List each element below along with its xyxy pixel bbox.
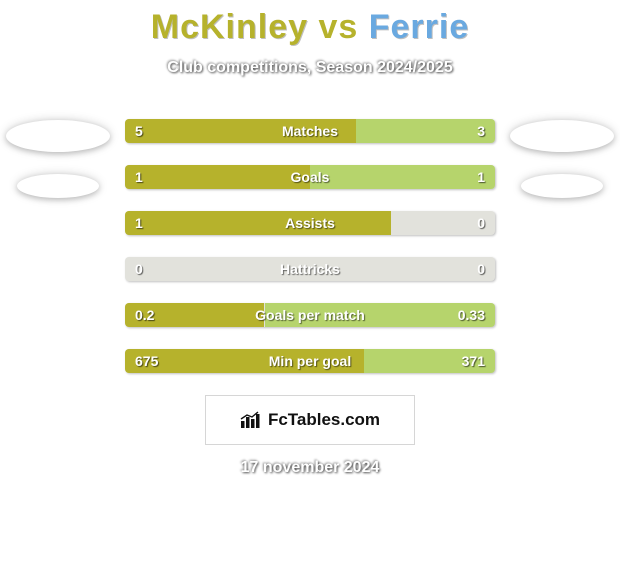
- right-value: 0: [477, 211, 485, 235]
- left-bar: [125, 165, 310, 189]
- player2-nation-badge: [521, 174, 603, 198]
- right-value: 1: [477, 165, 485, 189]
- brand-badge[interactable]: FcTables.com: [205, 395, 415, 445]
- left-value: 5: [135, 119, 143, 143]
- right-value: 3: [477, 119, 485, 143]
- brand-text: FcTables.com: [268, 410, 380, 430]
- left-value: 1: [135, 165, 143, 189]
- right-badge-column: [502, 120, 620, 220]
- subtitle: Club competitions, Season 2024/2025: [0, 59, 620, 77]
- right-value: 371: [462, 349, 485, 373]
- right-value: 0.33: [458, 303, 485, 327]
- player1-club-badge: [6, 120, 110, 152]
- right-value: 0: [477, 257, 485, 281]
- left-bar: [125, 349, 364, 373]
- right-bar: [310, 165, 495, 189]
- player1-name: McKinley: [151, 8, 308, 46]
- left-value: 675: [135, 349, 158, 373]
- stat-row: 11Goals: [125, 165, 495, 189]
- comparison-card: McKinley vs Ferrie Club competitions, Se…: [0, 0, 620, 580]
- stat-row: 0 0Hattricks: [125, 257, 495, 281]
- stats-list: 53Matches11Goals10Assists00Hattricks0.20…: [125, 119, 495, 373]
- date-text: 17 november 2024: [0, 459, 620, 477]
- right-bar: [356, 119, 495, 143]
- player1-nation-badge: [17, 174, 99, 198]
- stat-row: 675371Min per goal: [125, 349, 495, 373]
- left-value: 0.2: [135, 303, 154, 327]
- left-bar: [125, 211, 391, 235]
- page-title: McKinley vs Ferrie: [0, 8, 620, 47]
- player2-club-badge: [510, 120, 614, 152]
- stat-label: Hattricks: [125, 257, 495, 281]
- vs-text: vs: [318, 8, 358, 46]
- stat-row: 0.20.33Goals per match: [125, 303, 495, 327]
- left-bar: [125, 119, 356, 143]
- left-badge-column: [0, 120, 118, 220]
- stat-row: 53Matches: [125, 119, 495, 143]
- left-value: 0: [135, 257, 143, 281]
- stat-row: 10Assists: [125, 211, 495, 235]
- left-value: 1: [135, 211, 143, 235]
- player2-name: Ferrie: [369, 8, 470, 46]
- chart-icon: [240, 411, 262, 429]
